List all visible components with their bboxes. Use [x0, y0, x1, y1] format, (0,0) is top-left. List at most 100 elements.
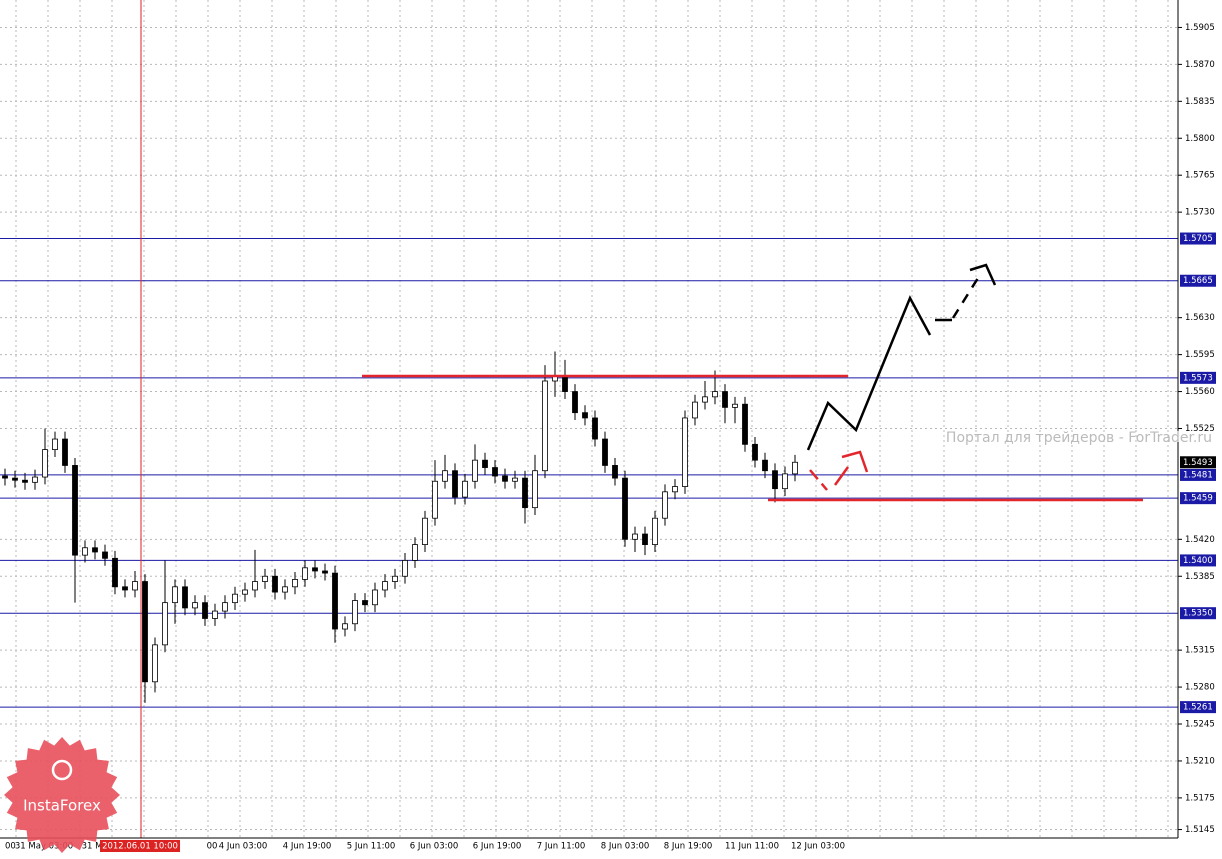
candle-body [642, 533, 648, 545]
candle-body [132, 581, 138, 591]
candle-body [452, 470, 458, 498]
candle-body [242, 589, 248, 595]
candle-body [762, 459, 768, 472]
candle-body [12, 477, 18, 481]
level-label: 1.5481 [1183, 470, 1213, 480]
candle-body [262, 575, 268, 582]
x-tick-label: 00 [207, 842, 218, 852]
candle-body [682, 417, 688, 487]
y-tick-label: 1.5730 [1185, 208, 1215, 218]
candle-body [62, 438, 68, 466]
candle-body [532, 470, 538, 509]
level-tag [1180, 468, 1216, 481]
candle-body [122, 586, 128, 591]
candle-body [22, 479, 28, 483]
candle-body [192, 602, 198, 609]
candle-body [392, 575, 398, 582]
level-tag [1180, 607, 1216, 620]
candle-body [52, 438, 58, 451]
candle-body [412, 544, 418, 561]
candle-body [652, 517, 658, 545]
level-tag [1180, 492, 1216, 505]
candle-body [162, 602, 168, 646]
candle-body [702, 396, 708, 403]
candle-body [492, 467, 498, 477]
candle-body [32, 476, 38, 483]
y-tick-label: 1.5210 [1185, 756, 1215, 766]
level-label: 1.5665 [1183, 276, 1213, 286]
candle-body [292, 579, 298, 588]
candle-body [672, 486, 678, 493]
candle-body [482, 459, 488, 468]
candle-body [782, 473, 788, 490]
candle-body [342, 623, 348, 630]
candle-body [72, 465, 78, 556]
candle-body [742, 403, 748, 445]
y-tick-label: 1.5420 [1185, 535, 1215, 545]
level-label: 1.5705 [1183, 234, 1213, 244]
crosshair-label: 2012.06.01 10:00 [102, 842, 178, 852]
x-tick-label: 31 M [82, 842, 103, 852]
candle-body [332, 572, 338, 630]
candle-body [232, 593, 238, 604]
candle-body [472, 459, 478, 482]
candle-body [82, 547, 88, 556]
x-tick-label: 6 Jun 03:00 [410, 842, 459, 852]
candle-body [712, 391, 718, 398]
x-tick-label: 12 Jun 03:00 [791, 842, 845, 852]
candle-body [402, 560, 408, 577]
candle-body [382, 581, 388, 591]
candle-body [302, 567, 308, 580]
level-tag [1180, 371, 1216, 384]
candle-body [172, 586, 178, 604]
forecast-dash [951, 277, 980, 319]
level-tag [1180, 274, 1216, 287]
logo-text: InstaForex [23, 797, 101, 815]
y-tick-label: 1.5560 [1185, 387, 1215, 397]
candle-body [542, 380, 548, 472]
candle-body [92, 547, 98, 553]
candle-body [212, 610, 218, 619]
level-tag [1180, 554, 1216, 567]
candle-body [692, 401, 698, 419]
candle-body [252, 581, 258, 591]
candle-body [272, 575, 278, 593]
vertical-grid [0, 0, 1178, 838]
candle-body [612, 465, 618, 479]
forecast-path [969, 263, 997, 286]
candle-body [102, 551, 108, 559]
logo: InstaForex [4, 737, 120, 853]
candle-body [202, 602, 208, 619]
candle-body [752, 443, 758, 461]
y-tick-label: 1.5385 [1185, 572, 1215, 582]
candle-body [422, 517, 428, 545]
alt-forecast [833, 466, 850, 486]
y-tick-label: 1.5280 [1185, 683, 1215, 693]
x-tick-label: 8 Jun 03:00 [601, 842, 650, 852]
candle-body [362, 600, 368, 606]
candle-body [772, 470, 778, 490]
candle-body [592, 417, 598, 440]
forecast-path [806, 295, 932, 451]
candle-body [352, 600, 358, 625]
level-label: 1.5350 [1183, 609, 1213, 619]
candle-body [2, 475, 8, 479]
candle-body [582, 412, 588, 419]
candle-body [662, 491, 668, 519]
level-label: 1.5400 [1183, 556, 1213, 566]
y-tick-label: 1.5905 [1185, 23, 1215, 33]
annotations [362, 263, 1143, 502]
price-label: 1.5493 [1183, 458, 1213, 468]
y-tick-label: 1.5315 [1185, 646, 1215, 656]
x-tick-label: 7 Jun 11:00 [537, 842, 586, 852]
y-tick-label: 1.5765 [1185, 171, 1215, 181]
candle-body [322, 570, 328, 574]
y-tick-label: 1.5835 [1185, 97, 1215, 107]
candle-body [562, 375, 568, 392]
candle-body [282, 586, 288, 593]
x-tick-label: 6 Jun 19:00 [473, 842, 522, 852]
candle-body [152, 644, 158, 683]
alt-forecast [809, 469, 828, 491]
